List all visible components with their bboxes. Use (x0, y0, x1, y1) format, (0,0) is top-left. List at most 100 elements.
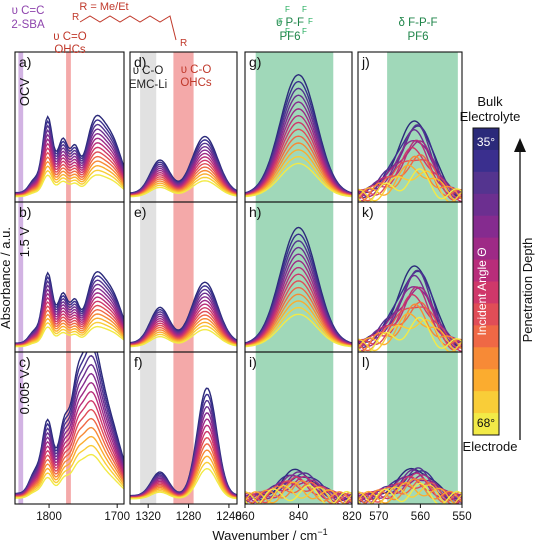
panel-label-b: b) (19, 204, 31, 220)
colorbar-bulk-label: Bulk (477, 94, 503, 109)
column-header2-col1-1: OHCs (54, 44, 86, 56)
row-state-label-2: 0.005 V (17, 369, 32, 414)
molecule-backbone (79, 15, 177, 41)
x-tick-label: 860 (235, 511, 254, 523)
spectrum-line-47.5 (130, 152, 237, 196)
spectrum-line-68 (15, 453, 124, 499)
spectrum-line-42.5 (358, 128, 462, 201)
x-tick-label: 550 (452, 511, 471, 523)
spectrum-line-47.5 (245, 260, 352, 345)
x-tick-label: 1320 (135, 511, 161, 523)
series-group-0-3 (358, 120, 462, 202)
r-group-label: R = Me/Et (79, 1, 128, 13)
series-group-0-0 (15, 114, 124, 198)
column-header2-col1-0: υ C=O (53, 31, 87, 43)
spectrum-line-68 (358, 482, 462, 504)
spectrum-line-62.5 (358, 481, 456, 504)
spectrum-line-62.5 (130, 321, 237, 347)
spectrum-line-60 (250, 480, 352, 504)
colorbar-swatch-10 (473, 347, 499, 370)
spectrum-line-68 (245, 313, 352, 348)
spectrum-line-62.5 (358, 164, 462, 202)
panel-label-c: c) (19, 354, 31, 370)
penetration-depth-label: Penetration Depth (520, 238, 535, 343)
series-group-1-1 (130, 281, 237, 348)
x-tick-label: 560 (411, 511, 430, 523)
spectrum-line-57.5 (130, 314, 237, 346)
row-state-label-0: OCV (17, 78, 32, 107)
x-axis-title: Wavenumber / cm−1 (212, 527, 327, 543)
x-tick-label: 1700 (104, 511, 130, 523)
spectrum-line-45 (358, 286, 462, 349)
spectrum-line-52.5 (15, 146, 124, 196)
band-col3-0 (255, 52, 334, 504)
panel-label-i: i) (249, 354, 257, 370)
column-header-col4-0: δ F-P-F (399, 17, 438, 29)
panel-frame-l (357, 351, 463, 505)
colorbar-swatch-3 (473, 193, 499, 217)
spectrum-line-47.5 (245, 108, 352, 195)
series-group-2-0 (15, 352, 124, 499)
band-col1-1 (66, 52, 71, 504)
column-header-col1-1: 2-SBA (11, 19, 45, 31)
spectrum-line-52.5 (245, 476, 351, 504)
x-axis-title-unit-sup: −1 (317, 527, 327, 537)
spectrum-line-60 (130, 169, 237, 197)
spectrum-line-68 (15, 325, 124, 348)
spectrum-line-45 (358, 140, 462, 200)
spectrum-line-52.5 (130, 306, 237, 346)
spectrum-line-55 (245, 480, 352, 504)
spectrum-line-55 (245, 280, 352, 346)
r-letter-left: R (72, 12, 79, 23)
spectrum-line-68 (245, 484, 352, 504)
spectrum-line-40 (15, 279, 124, 345)
spectrum-line-35 (15, 352, 124, 495)
panel-label-l: l) (362, 354, 370, 370)
spectrum-line-55 (130, 162, 237, 196)
spectrum-line-65 (15, 321, 124, 348)
panel-label-g: g) (249, 54, 261, 70)
pf6-f-4: F (308, 17, 313, 26)
band-col2-0 (140, 52, 157, 504)
column-header-col1-0: υ C=C (12, 5, 45, 17)
spectrum-line-42.5 (15, 128, 124, 195)
column-header2-col2-1: OHCs (180, 77, 212, 89)
panel-label-j: j) (361, 54, 370, 70)
spectrum-line-68 (245, 162, 352, 198)
spectrum-line-50 (15, 142, 124, 196)
spectrum-line-55 (130, 310, 237, 346)
pf6-f-5: F (285, 27, 290, 36)
spectrum-line-68 (358, 168, 462, 202)
spectrum-line-65 (245, 306, 352, 347)
spectrum-line-52.5 (245, 273, 352, 346)
spectrum-line-50 (15, 296, 124, 346)
column-header-col4-1: PF6 (407, 31, 428, 43)
colorbar-swatch-4 (473, 215, 499, 239)
pf6-f-6: F (302, 27, 307, 36)
colorbar-electrolyte-label: Electrolyte (460, 109, 521, 124)
spectrum-line-57.5 (130, 166, 237, 197)
spectrum-line-57.5 (245, 135, 352, 197)
spectrum-line-35 (15, 114, 124, 194)
x-tick-label: 1240 (216, 511, 242, 523)
series-group-1-0 (15, 270, 124, 348)
series-group-0-2 (245, 73, 352, 198)
series-group-2-1 (130, 387, 237, 500)
colorbar-frame (472, 127, 500, 436)
spectrum-line-62.5 (130, 173, 237, 197)
spectrum-line-62.5 (15, 435, 124, 499)
spectrum-line-45 (15, 372, 124, 496)
spectrum-line-60 (130, 317, 237, 347)
spectrum-line-40 (15, 123, 124, 194)
series-group-1-2 (245, 226, 352, 348)
column-header2-col2-0: υ C-O (181, 64, 212, 76)
spectrum-line-62.5 (245, 481, 345, 504)
spectrum-line-47.5 (15, 137, 124, 195)
spectrum-line-55 (15, 304, 124, 346)
spectrum-line-62.5 (358, 312, 462, 352)
spectrum-line-68 (15, 174, 124, 198)
spectrum-line-47.5 (15, 292, 124, 346)
spectrum-line-60 (15, 313, 124, 347)
spectrum-line-65 (245, 155, 352, 197)
